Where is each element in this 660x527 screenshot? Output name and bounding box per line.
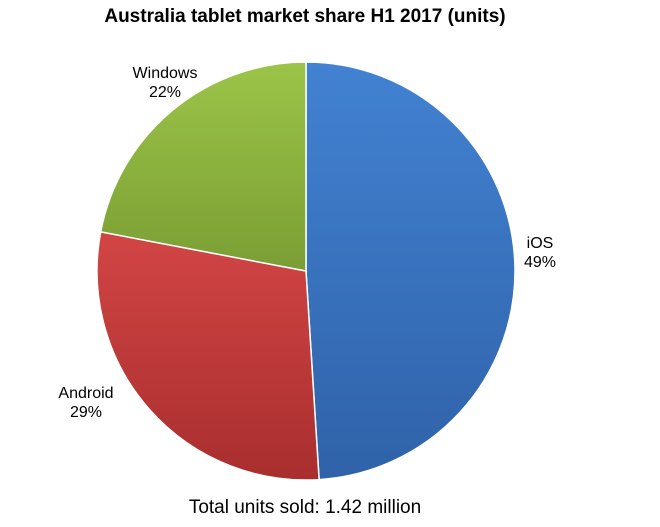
slice-value-android: 29% bbox=[70, 404, 102, 421]
chart-footnote: Total units sold: 1.42 million bbox=[188, 497, 422, 518]
pie-labels: iOS 49% Android 29% Windows 22% bbox=[58, 65, 556, 421]
pie-slice-android bbox=[96, 230, 320, 481]
pie-slice-windows bbox=[99, 61, 307, 272]
slice-label-windows: Windows bbox=[133, 65, 198, 82]
slice-label-ios: iOS bbox=[527, 235, 554, 252]
slice-label-android: Android bbox=[58, 385, 113, 402]
chart-title: Australia tablet market share H1 2017 (u… bbox=[104, 6, 506, 27]
slice-value-windows: 22% bbox=[149, 84, 181, 101]
slice-value-ios: 49% bbox=[524, 254, 556, 271]
pie-slices bbox=[96, 61, 516, 481]
pie-slice-ios bbox=[305, 61, 516, 481]
